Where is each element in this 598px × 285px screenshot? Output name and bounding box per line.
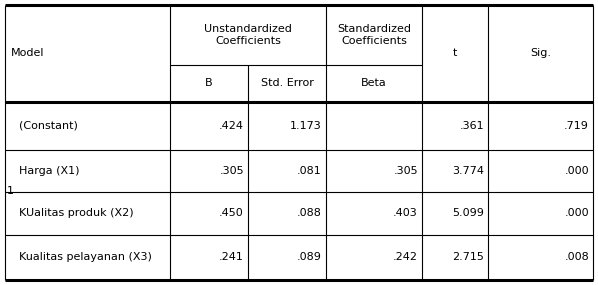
Text: .450: .450 (219, 209, 244, 219)
Text: t: t (453, 48, 457, 58)
Text: 3.774: 3.774 (452, 166, 484, 176)
Text: .089: .089 (297, 253, 322, 262)
Text: Model: Model (11, 48, 44, 58)
Text: .305: .305 (219, 166, 244, 176)
Text: .081: .081 (297, 166, 322, 176)
Text: .088: .088 (297, 209, 322, 219)
Text: Standardized
Coefficients: Standardized Coefficients (337, 24, 411, 46)
Text: .000: .000 (565, 209, 589, 219)
Text: Sig.: Sig. (530, 48, 551, 58)
Text: (Constant): (Constant) (19, 121, 78, 131)
Text: .719: .719 (564, 121, 589, 131)
Text: Beta: Beta (361, 78, 387, 89)
Text: .242: .242 (393, 253, 418, 262)
Text: Kualitas pelayanan (X3): Kualitas pelayanan (X3) (19, 253, 152, 262)
Text: 1: 1 (7, 186, 14, 196)
Text: B: B (205, 78, 213, 89)
Text: Harga (X1): Harga (X1) (19, 166, 80, 176)
Text: .305: .305 (393, 166, 418, 176)
Text: .241: .241 (219, 253, 244, 262)
Text: 1.173: 1.173 (290, 121, 322, 131)
Text: .000: .000 (565, 166, 589, 176)
Text: .403: .403 (393, 209, 418, 219)
Text: Std. Error: Std. Error (261, 78, 313, 89)
Text: 2.715: 2.715 (452, 253, 484, 262)
Text: KUalitas produk (X2): KUalitas produk (X2) (19, 209, 133, 219)
Text: .424: .424 (219, 121, 244, 131)
Text: .361: .361 (459, 121, 484, 131)
Text: 5.099: 5.099 (452, 209, 484, 219)
Text: Unstandardized
Coefficients: Unstandardized Coefficients (204, 24, 292, 46)
Text: .008: .008 (565, 253, 589, 262)
